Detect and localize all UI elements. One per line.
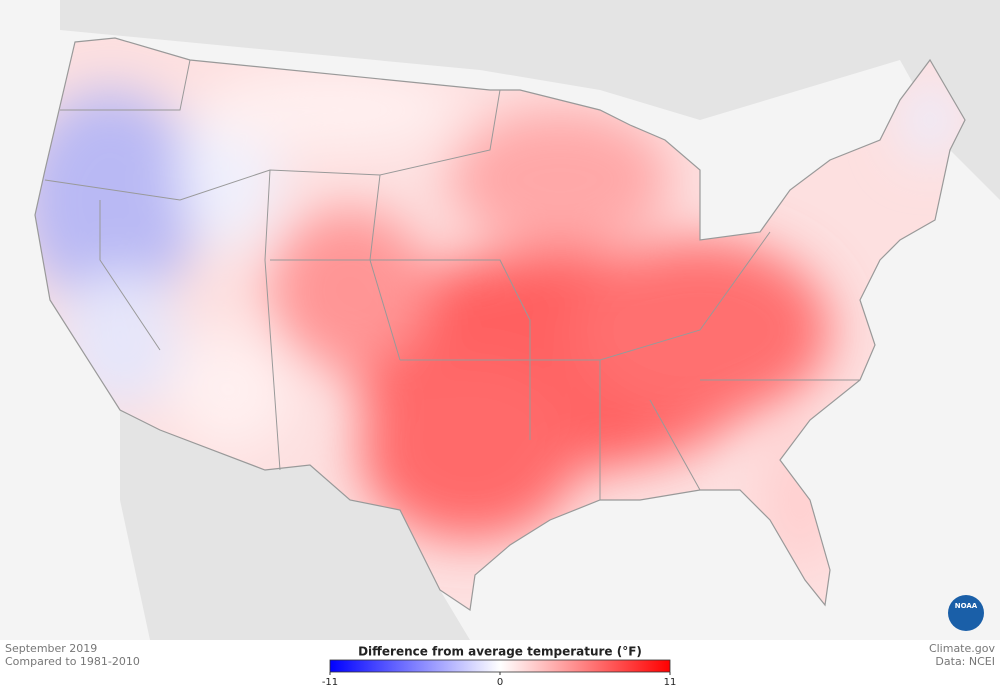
anomaly-field	[35, 38, 965, 610]
map: NOAA	[0, 0, 1000, 640]
tick-label: 11	[664, 677, 677, 688]
color-bar	[329, 659, 671, 673]
mexico	[120, 410, 470, 640]
state-borders	[44, 59, 860, 500]
date: September 2019	[5, 642, 98, 655]
baseline: Compared to 1981-2010	[5, 655, 140, 668]
tick-label: -11	[322, 677, 338, 688]
color-legend: Difference from average temperature (°F)…	[322, 645, 677, 689]
tick-label: 0	[497, 677, 503, 688]
legend-title: Difference from average temperature (°F)	[358, 645, 642, 659]
site: Climate.gov	[928, 642, 995, 655]
canada	[60, 0, 1000, 200]
us-outline	[34, 37, 966, 612]
noaa-logo-text: NOAA	[955, 602, 978, 610]
noaa-logo	[948, 595, 984, 631]
source: Data: NCEI	[935, 655, 995, 668]
